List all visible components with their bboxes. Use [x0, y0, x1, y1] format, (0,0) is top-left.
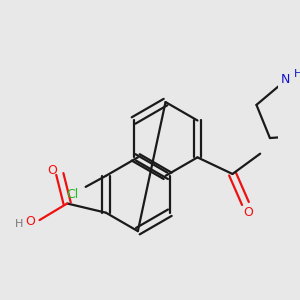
Text: H: H — [15, 219, 23, 229]
Text: O: O — [243, 206, 253, 219]
Text: O: O — [26, 215, 35, 228]
Text: H: H — [294, 70, 300, 80]
Text: Cl: Cl — [67, 188, 79, 201]
Text: O: O — [47, 164, 57, 177]
Text: N: N — [281, 74, 290, 86]
